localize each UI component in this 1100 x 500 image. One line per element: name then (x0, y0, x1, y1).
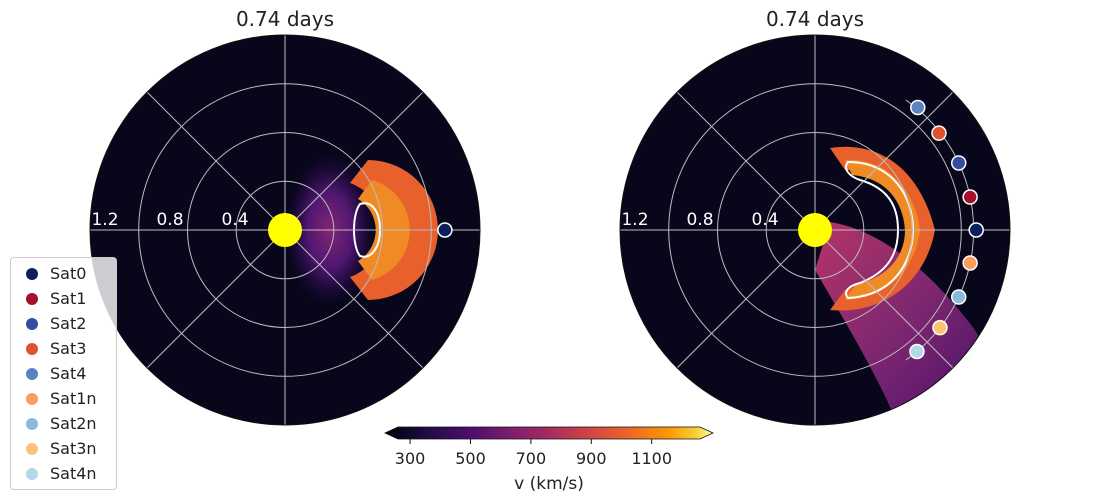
legend-item: Sat1n (26, 386, 116, 411)
sun-marker (798, 213, 832, 247)
polar-panel-right: 0.74 days 0.4 0.8 1.2 (619, 7, 1011, 426)
legend-item: Sat4 (26, 361, 116, 386)
legend-item: Sat4n (26, 461, 116, 486)
colorbar-ticks: 300 500 700 900 1100 (395, 439, 672, 468)
radial-tick-label: 0.4 (751, 210, 778, 230)
legend-marker (26, 342, 38, 355)
legend-label: Sat2n (50, 414, 97, 433)
satellite-marker-sat1 (962, 189, 978, 205)
legend-marker (26, 292, 38, 305)
legend-marker (26, 317, 38, 330)
legend-label: Sat4 (50, 364, 87, 383)
colorbar-tick-label: 1100 (631, 449, 672, 468)
legend-item: Sat0 (26, 261, 116, 286)
satellite-marker-sat4n (909, 343, 925, 360)
panel-title: 0.74 days (766, 7, 864, 31)
satellite-marker-sat0 (437, 222, 453, 238)
legend-marker (26, 367, 38, 380)
radial-tick-label: 0.4 (221, 210, 248, 230)
legend-marker (26, 267, 38, 280)
legend-marker (26, 392, 38, 405)
legend-item: Sat1 (26, 286, 116, 311)
colorbar-tick-label: 900 (576, 449, 607, 468)
radial-tick-label: 0.8 (686, 210, 713, 230)
satellite-marker-sat3 (931, 125, 947, 141)
panel-title: 0.74 days (236, 7, 334, 31)
satellite-markers (909, 99, 984, 360)
polar-frame (619, 34, 1011, 426)
legend-label: Sat3n (50, 439, 97, 458)
legend: Sat0 Sat1 Sat2 Sat3 Sat4 Sat1n Sat2n Sat3n Sat4n (10, 257, 117, 490)
radial-tick-label: 1.2 (621, 210, 648, 230)
cme-front-edge (830, 146, 935, 311)
radial-tick-label: 1.2 (91, 210, 118, 230)
satellite-marker-sat2 (950, 155, 967, 171)
legend-item: Sat3n (26, 436, 116, 461)
legend-item: Sat3 (26, 336, 116, 361)
satellite-marker-sat3n (932, 319, 948, 336)
cme-front-core (845, 159, 920, 300)
legend-item: Sat2 (26, 311, 116, 336)
legend-marker (26, 467, 38, 480)
colorbar: 300 500 700 900 1100 v (km/s) (384, 426, 714, 494)
legend-label: Sat1 (50, 289, 87, 308)
colorbar-label: v (km/s) (514, 474, 584, 494)
legend-marker (26, 417, 38, 430)
legend-label: Sat3 (50, 339, 87, 358)
satellite-marker-sat1n (962, 255, 978, 271)
satellite-marker-sat2n (950, 289, 967, 305)
polar-panel-left: 0.74 days 0.4 0.8 1.2 (89, 7, 481, 426)
radial-tick-label: 0.8 (156, 210, 183, 230)
legend-label: Sat4n (50, 464, 97, 483)
legend-label: Sat2 (50, 314, 87, 333)
satellite-markers (437, 222, 453, 238)
satellite-marker-sat0 (968, 222, 984, 238)
colorbar-tick-label: 300 (395, 449, 426, 468)
legend-label: Sat1n (50, 389, 97, 408)
legend-item: Sat2n (26, 411, 116, 436)
polar-frame (89, 34, 481, 426)
satellite-marker-sat4 (910, 99, 926, 116)
colorbar-tick-label: 500 (455, 449, 486, 468)
colorbar-bar (384, 426, 714, 440)
legend-label: Sat0 (50, 264, 87, 283)
colorbar-tick-label: 700 (516, 449, 547, 468)
legend-marker (26, 442, 38, 455)
sun-marker (268, 213, 302, 247)
